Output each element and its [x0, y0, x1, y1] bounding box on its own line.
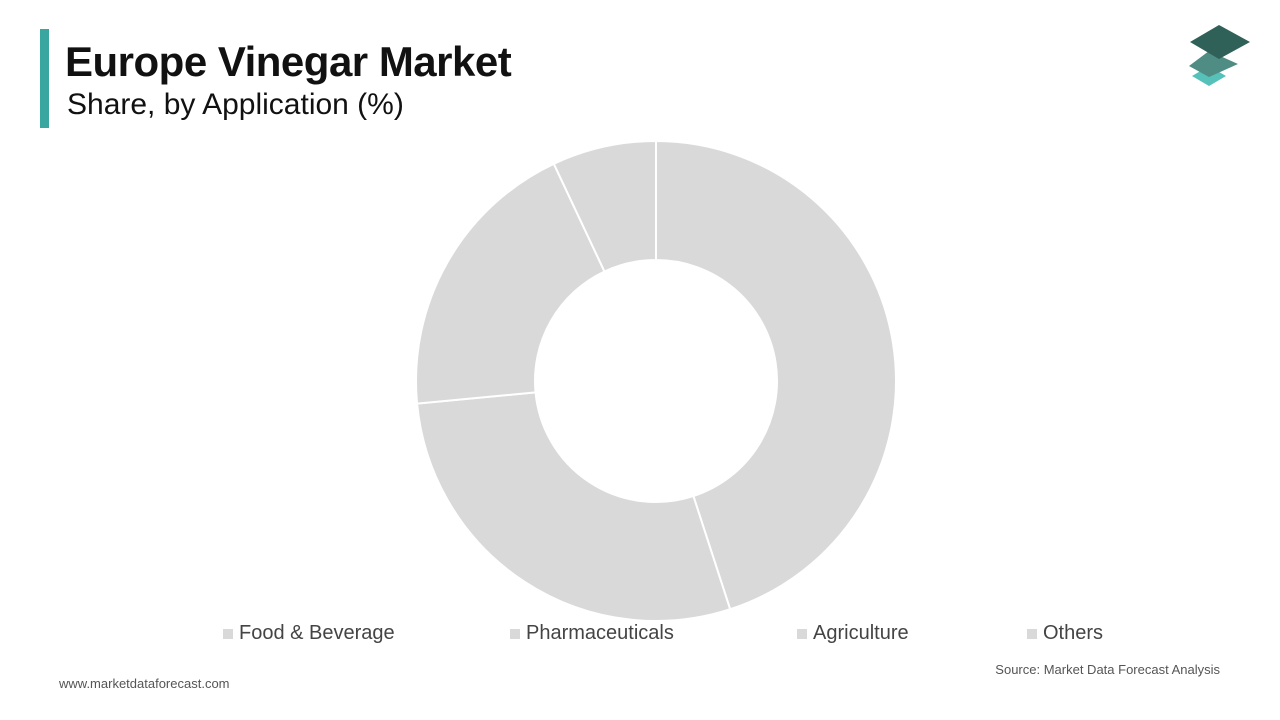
chart-legend: Food & Beverage Pharmaceuticals Agricultur…: [0, 622, 1280, 650]
logo-layer-middle-shape: [1189, 51, 1238, 77]
legend-label: Food & Beverage: [239, 622, 395, 644]
legend-item: Agriculture: [797, 622, 909, 645]
layers-logo-icon: [1189, 25, 1250, 86]
legend-swatch: [1027, 628, 1037, 639]
chart-title: Europe Vinegar Market: [65, 38, 512, 85]
legend-item: Food & Beverage: [223, 622, 395, 645]
chart-subtitle: Share, by Application (%): [67, 88, 404, 121]
legend-label: Pharmaceuticals: [526, 622, 674, 644]
legend-item: Pharmaceuticals: [510, 622, 674, 645]
source-note: Source: Market Data Forecast Analysis: [995, 662, 1220, 677]
legend-swatch: [797, 628, 807, 639]
legend-swatch: [223, 628, 233, 639]
website-url: www.marketdataforecast.com: [59, 676, 230, 691]
logo-layer-top-shape: [1190, 25, 1250, 59]
donut-slice-food-beverage: [655, 139, 897, 611]
donut-slice-agriculture: [415, 162, 606, 405]
donut-slice-others: [552, 139, 657, 273]
legend-label: Agriculture: [813, 622, 909, 644]
legend-label: Others: [1043, 622, 1104, 644]
legend-swatch: [510, 628, 520, 639]
legend-item: Others: [1027, 622, 1103, 645]
title-accent-bar: [40, 29, 49, 128]
donut-slice-pharmaceuticals: [415, 391, 732, 622]
